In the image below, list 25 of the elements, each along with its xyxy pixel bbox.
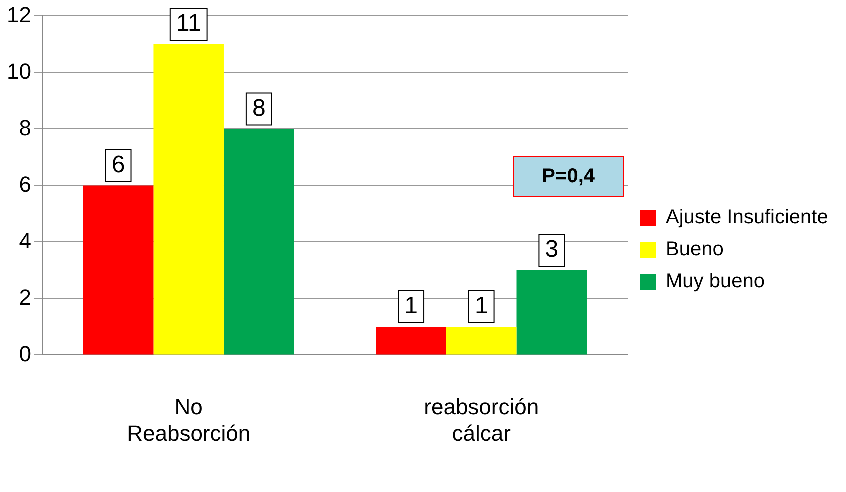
y-tick-label: 0: [19, 341, 32, 366]
bar: [83, 186, 154, 355]
y-tick-label: 12: [6, 2, 32, 28]
legend-label: Bueno: [666, 238, 724, 261]
annotation: P=0,4: [513, 156, 624, 198]
y-tick-label: 6: [19, 172, 32, 197]
x-tick-label: No Reabsorción: [127, 394, 251, 446]
y-tick-label: 8: [19, 115, 32, 140]
data-label: 1: [474, 292, 488, 320]
y-tick-label: 2: [19, 284, 32, 310]
legend-label: Ajuste Insuficiente: [666, 206, 828, 229]
y-tick-label: 4: [19, 228, 32, 254]
data-label: 8: [252, 94, 266, 122]
bar: [516, 270, 588, 355]
bar: [376, 326, 446, 355]
bar: [224, 129, 294, 355]
bar: [154, 44, 224, 355]
bar: [446, 326, 517, 355]
legend-label: Muy bueno: [666, 270, 765, 293]
data-label: 6: [112, 151, 126, 178]
y-tick-label: 10: [6, 58, 32, 84]
x-tick-label: reabsorción cálcar: [424, 394, 540, 446]
data-label: 11: [176, 10, 202, 38]
data-label: 3: [545, 236, 559, 264]
data-label: 1: [404, 292, 418, 320]
